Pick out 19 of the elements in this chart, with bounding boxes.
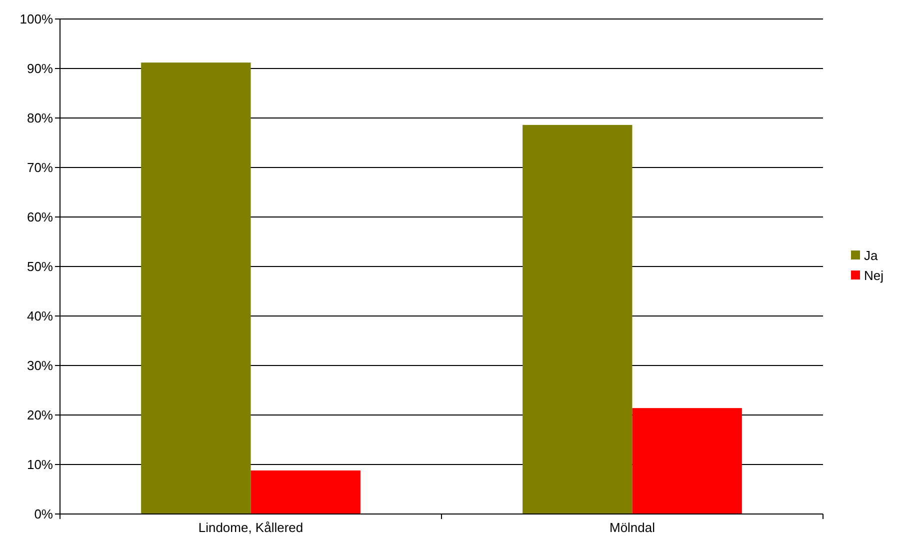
bar [250, 470, 360, 514]
y-tick-label: 0% [34, 506, 54, 522]
legend-label: Ja [864, 248, 878, 264]
bar [141, 62, 251, 514]
y-tick-label: 10% [26, 457, 54, 472]
bar [632, 408, 742, 514]
y-tick-label: 60% [26, 210, 54, 225]
bar [522, 124, 632, 514]
x-tick-label: Mölndal [609, 520, 656, 535]
y-tick-label: 40% [26, 308, 54, 324]
y-tick-label: 70% [26, 160, 54, 176]
y-tick-label: 20% [26, 408, 54, 423]
y-tick-label: 80% [26, 110, 54, 126]
y-tick-label: 30% [26, 358, 54, 374]
legend-label: Nej [864, 268, 884, 284]
y-tick-label: 90% [26, 61, 54, 76]
y-tick-label: 50% [26, 259, 54, 274]
y-tick-label: 100% [20, 12, 54, 27]
x-tick-label: Lindome, Kållered [198, 520, 304, 535]
